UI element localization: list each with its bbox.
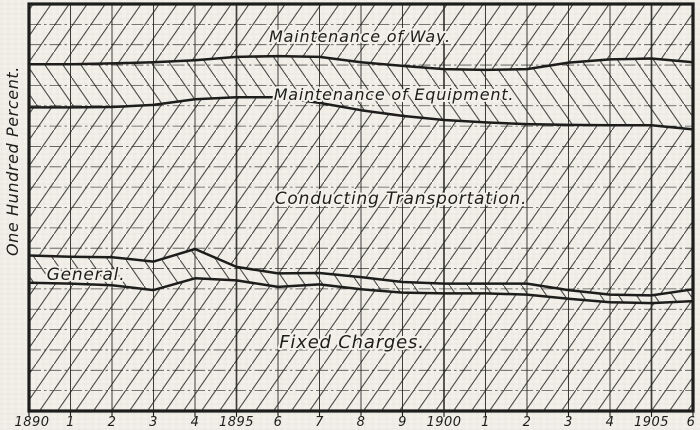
x-tick-label-1899: 9	[398, 415, 407, 430]
x-tick-label-1891: 1	[66, 415, 75, 430]
x-tick-label-1901: 1	[481, 415, 490, 430]
boundary-maintenance-of-way	[27, 54, 695, 72]
x-tick-label-1902: 2	[523, 415, 532, 430]
x-tick-label-1905: 1905	[634, 415, 669, 430]
plot-border	[27, 2, 695, 413]
x-tick-label-1904: 4	[606, 415, 615, 430]
x-tick-label-1890: 1890	[14, 415, 49, 430]
x-tick-label-1903: 3	[564, 415, 573, 430]
band-label-conducting-transportation: Conducting Transportation.	[275, 189, 527, 209]
boundary-maintenance-of-equipment	[27, 95, 695, 131]
x-tick-label-1900: 1900	[426, 415, 461, 430]
x-tick-label-1892: 2	[108, 415, 117, 430]
x-tick-label-1898: 8	[357, 415, 366, 430]
x-tick-label-1906: 6	[687, 415, 696, 430]
y-axis-label: One Hundred Percent.	[3, 51, 25, 271]
band-label-general: General.	[47, 265, 126, 285]
band-labels: Maintenance of Way. Maintenance of Equipm…	[45, 25, 529, 355]
x-axis-labels: 1890 1 2 3 4 1895 6 7 8 9 1900 1 2 3 4 1905 6	[14, 415, 696, 430]
x-tick-label-1894: 4	[191, 415, 200, 430]
band-label-maintenance-of-equipment: Maintenance of Equipment.	[274, 85, 515, 104]
y-axis-label-text: One Hundred Percent.	[3, 66, 22, 257]
x-tick-label-1897: 7	[315, 415, 324, 430]
band-boundary-lines	[27, 54, 695, 305]
band-label-fixed-charges: Fixed Charges.	[279, 332, 424, 353]
boundary-general	[27, 277, 695, 305]
band-label-maintenance-of-way: Maintenance of Way.	[269, 27, 451, 46]
x-tick-label-1893: 3	[149, 415, 158, 430]
x-tick-label-1895: 1895	[219, 415, 254, 430]
boundary-conducting-transportation	[27, 247, 695, 297]
grid	[28, 4, 694, 417]
x-tick-label-1896: 6	[274, 415, 283, 430]
